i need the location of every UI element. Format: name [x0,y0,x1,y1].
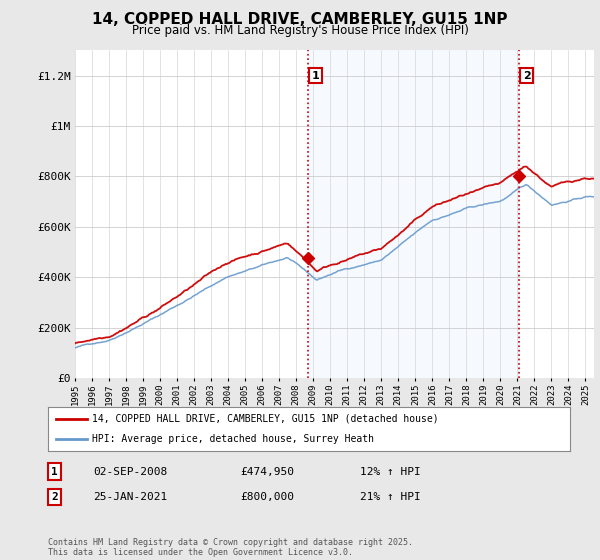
Text: 2: 2 [51,492,58,502]
Text: 14, COPPED HALL DRIVE, CAMBERLEY, GU15 1NP (detached house): 14, COPPED HALL DRIVE, CAMBERLEY, GU15 1… [92,414,439,424]
Text: £800,000: £800,000 [240,492,294,502]
Text: 1: 1 [312,71,320,81]
Bar [308,50,518,378]
Text: Contains HM Land Registry data © Crown copyright and database right 2025.
This d: Contains HM Land Registry data © Crown c… [48,538,413,557]
Text: 12% ↑ HPI: 12% ↑ HPI [360,466,421,477]
Text: 2: 2 [523,71,530,81]
Text: 02-SEP-2008: 02-SEP-2008 [93,466,167,477]
Text: £474,950: £474,950 [240,466,294,477]
Text: 1: 1 [51,466,58,477]
Text: 14, COPPED HALL DRIVE, CAMBERLEY, GU15 1NP: 14, COPPED HALL DRIVE, CAMBERLEY, GU15 1… [92,12,508,27]
Text: HPI: Average price, detached house, Surrey Heath: HPI: Average price, detached house, Surr… [92,434,374,444]
Text: 21% ↑ HPI: 21% ↑ HPI [360,492,421,502]
Text: 25-JAN-2021: 25-JAN-2021 [93,492,167,502]
Text: Price paid vs. HM Land Registry's House Price Index (HPI): Price paid vs. HM Land Registry's House … [131,24,469,36]
